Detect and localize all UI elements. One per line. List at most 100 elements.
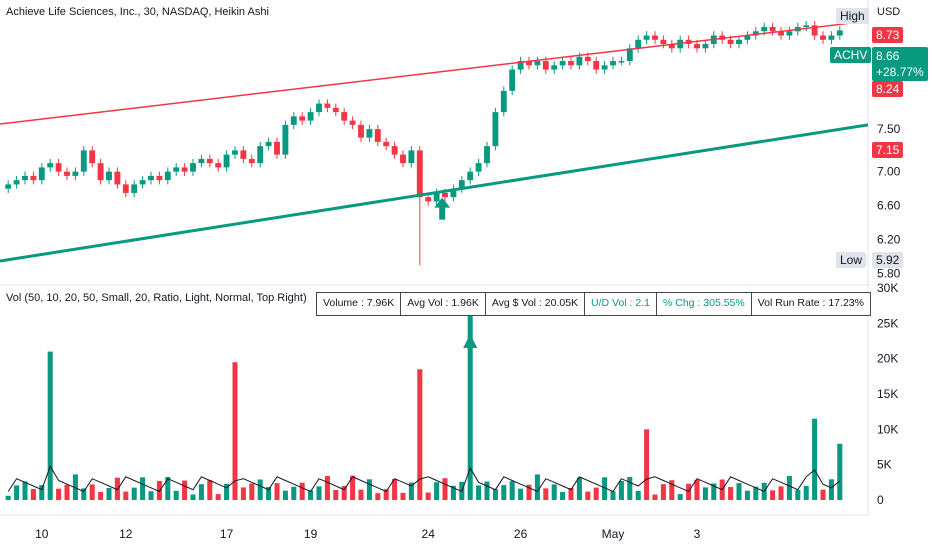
candle-body — [299, 116, 306, 121]
candle-body — [5, 184, 12, 189]
volume-bar — [728, 487, 734, 500]
volume-bar — [350, 475, 356, 500]
volume-bar — [770, 490, 776, 500]
candle-body — [366, 129, 373, 138]
up-arrow-icon[interactable] — [434, 197, 451, 220]
candle-body — [307, 112, 314, 121]
volume-bar — [274, 483, 280, 500]
volume-bar — [694, 479, 700, 500]
volume-bar — [450, 485, 456, 500]
candle-body — [626, 48, 633, 62]
volume-bar — [190, 494, 196, 500]
volume-up-arrow-icon[interactable] — [463, 334, 478, 352]
volume-bar — [786, 476, 792, 500]
volume-bar — [156, 480, 162, 500]
candle-body — [72, 171, 79, 176]
volume-bar — [442, 478, 448, 500]
currency-label[interactable]: USD — [877, 6, 901, 18]
level-tag-upper: 8.24 — [872, 81, 904, 97]
volume-bar — [291, 486, 297, 500]
candle-body — [156, 175, 163, 181]
candle-body — [13, 180, 20, 185]
volume-bar — [47, 351, 53, 500]
candle-body — [761, 27, 768, 32]
candle-body — [694, 44, 700, 49]
candle-body — [820, 35, 826, 40]
candle-body — [47, 163, 54, 168]
stat-volume: Volume : 7.96K — [317, 293, 402, 315]
volume-bar — [308, 490, 314, 500]
candle-body — [517, 61, 524, 70]
volume-bar — [610, 491, 616, 500]
level-tag-lower: 7.15 — [872, 142, 904, 158]
candle-body — [786, 31, 793, 36]
volume-bar — [56, 488, 62, 500]
volume-bar — [375, 493, 381, 500]
volume-bar — [182, 480, 188, 500]
resistance-trendline[interactable] — [0, 20, 869, 125]
volume-bar — [400, 492, 406, 500]
volume-bar — [240, 487, 246, 500]
volume-bar — [341, 486, 347, 500]
candle-body — [509, 69, 516, 91]
time-tick-label: 26 — [514, 527, 528, 541]
candle-body — [30, 175, 37, 181]
candle-body — [173, 167, 180, 172]
volume-bar — [257, 479, 263, 500]
candle-body — [559, 61, 566, 66]
time-tick-label: 3 — [694, 527, 701, 541]
candle-body — [206, 158, 213, 164]
high-label: High — [836, 8, 869, 24]
candle-body — [618, 61, 625, 63]
candle-body — [316, 103, 322, 113]
low-label: Low — [836, 252, 867, 268]
volume-bar — [106, 487, 112, 500]
volume-bar — [744, 490, 750, 500]
candle-body — [22, 175, 28, 181]
price-tick-label: 6.60 — [877, 199, 901, 213]
candle-body — [601, 65, 608, 70]
candle-body — [668, 44, 675, 49]
stat-ud-vol: U/D Vol : 2.1 — [585, 293, 657, 315]
volume-stats-box: Volume : 7.96K Avg Vol : 1.96K Avg $ Vol… — [316, 292, 871, 316]
volume-bar — [492, 489, 498, 500]
candle-body — [769, 27, 776, 32]
candle-body — [114, 171, 121, 185]
volume-bar — [249, 483, 255, 500]
price-tick-label: 7.00 — [877, 165, 901, 179]
candle-body — [584, 56, 591, 62]
candle-body — [324, 103, 331, 108]
candle-body — [374, 129, 381, 142]
candle-body — [450, 188, 457, 198]
candle-body — [500, 90, 507, 113]
candle-body — [290, 116, 297, 125]
candle-body — [416, 150, 423, 198]
candle-body — [89, 150, 96, 164]
volume-bar — [828, 479, 834, 500]
volume-bar — [736, 483, 742, 500]
volume-bar — [81, 488, 87, 500]
symbol-tag[interactable]: ACHV — [830, 47, 872, 63]
volume-bar — [98, 491, 104, 500]
candle-body — [660, 39, 667, 45]
volume-bar — [812, 418, 818, 500]
volume-bar — [5, 495, 11, 500]
candle-body — [736, 39, 742, 45]
volume-bar — [576, 477, 582, 500]
candle-body — [274, 141, 280, 155]
volume-tick-label: 15K — [877, 387, 898, 401]
support-trendline[interactable] — [0, 123, 869, 263]
candle-body — [778, 31, 784, 36]
candle-body — [139, 180, 146, 185]
volume-bar — [702, 487, 708, 500]
volume-bar — [215, 494, 221, 500]
volume-bar — [224, 483, 230, 500]
volume-bar — [803, 486, 809, 500]
volume-bar — [467, 309, 473, 500]
candle-body — [635, 39, 642, 49]
volume-indicator-title[interactable]: Vol (50, 10, 20, 50, Small, 20, Ratio, L… — [6, 292, 307, 304]
candle-body — [433, 192, 440, 202]
candle-body — [475, 163, 482, 172]
time-tick-label: 12 — [119, 527, 133, 541]
